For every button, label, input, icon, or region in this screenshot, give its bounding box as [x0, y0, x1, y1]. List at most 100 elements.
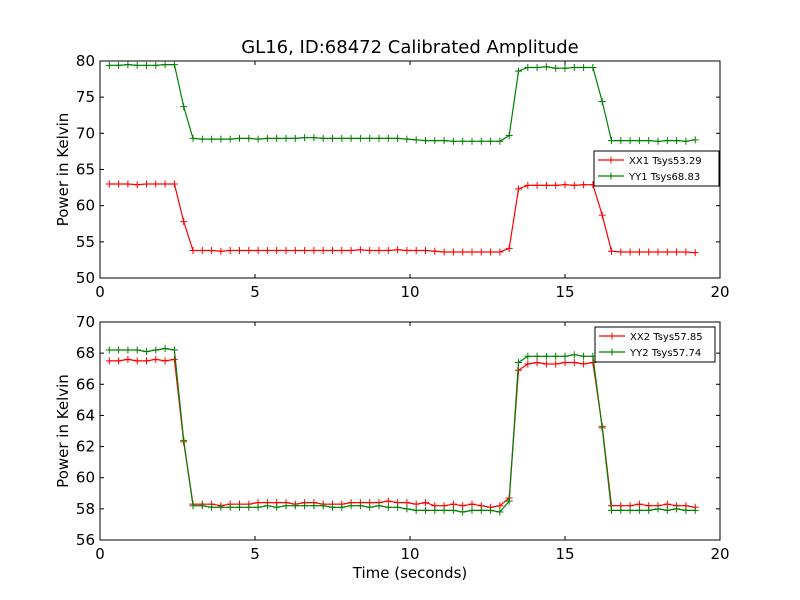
legend-box: [594, 326, 716, 363]
data-point: [580, 181, 588, 189]
data-point: [440, 506, 448, 514]
data-point: [533, 181, 541, 189]
data-point: [505, 244, 513, 252]
data-point: [654, 137, 662, 145]
data-point: [691, 136, 699, 144]
data-point: [440, 137, 448, 145]
data-point: [366, 134, 374, 142]
data-point: [208, 503, 216, 511]
data-point: [449, 500, 457, 508]
data-point: [124, 346, 132, 354]
data-point: [412, 506, 420, 514]
data-point: [338, 247, 346, 255]
y-tick-label: 64: [76, 406, 95, 424]
data-point: [347, 134, 355, 142]
data-point: [375, 134, 383, 142]
y-tick-label: 68: [76, 344, 95, 362]
data-point: [691, 506, 699, 514]
data-point: [338, 134, 346, 142]
data-point: [310, 247, 318, 255]
series-line-yy2: [109, 347, 696, 513]
data-point: [124, 180, 132, 188]
x-tick-label: 20: [710, 545, 729, 563]
data-point: [524, 181, 532, 189]
data-point: [189, 247, 197, 255]
data-point: [524, 64, 532, 72]
top-plot: 0 5 10 15 20 50 55 60 65 70 75 80 Power in Kelvin XX1…: [54, 52, 730, 301]
data-point: [496, 508, 504, 516]
data-point: [329, 503, 336, 511]
data-point: [496, 502, 504, 510]
data-point: [375, 247, 383, 255]
data-point: [580, 360, 588, 368]
data-point: [542, 352, 550, 360]
x-tick-label: 20: [710, 283, 729, 301]
data-point: [291, 134, 299, 142]
y-tick-label: 55: [76, 233, 95, 251]
data-point: [217, 135, 225, 143]
data-point: [598, 211, 606, 219]
legend-box: [593, 150, 720, 187]
data-point: [561, 352, 569, 360]
x-tick-label: 15: [555, 283, 574, 301]
y-axis-label: Power in Kelvin: [54, 113, 72, 227]
data-point: [105, 346, 113, 354]
data-point: [384, 503, 392, 511]
data-point: [198, 135, 206, 143]
y-tick-label: 70: [76, 313, 95, 331]
data-point: [208, 135, 216, 143]
data-point: [356, 246, 364, 254]
data-point: [542, 63, 550, 71]
data-point: [161, 357, 169, 365]
data-point: [459, 248, 467, 256]
data-point: [263, 502, 271, 510]
data-point: [133, 357, 141, 365]
legend: XX2 Tsys57.85 YY2 Tsys57.74: [594, 326, 716, 363]
data-point: [226, 135, 234, 143]
y-tick-label: 60: [76, 469, 95, 487]
data-point: [552, 352, 560, 360]
data-point: [273, 503, 281, 511]
legend-label: XX1 Tsys53.29: [629, 156, 702, 167]
data-point: [449, 248, 457, 256]
data-point: [617, 248, 625, 256]
data-point: [598, 98, 606, 106]
data-point: [477, 137, 485, 145]
data-point: [552, 360, 560, 368]
data-point: [626, 137, 634, 145]
data-point: [217, 503, 225, 511]
data-point: [115, 61, 123, 69]
data-point: [254, 247, 262, 255]
data-point: [133, 346, 141, 354]
data-point: [570, 181, 578, 189]
legend-marker: [607, 156, 615, 164]
data-point: [412, 500, 420, 508]
data-point: [105, 61, 113, 69]
data-point: [124, 355, 132, 363]
legend-marker: [608, 348, 616, 356]
data-point: [217, 247, 225, 255]
data-point: [431, 506, 439, 514]
x-tick-label: 5: [250, 283, 260, 301]
data-point: [124, 61, 132, 69]
x-tick-label: 10: [400, 545, 419, 563]
data-point: [152, 355, 160, 363]
data-point: [468, 248, 476, 256]
data-point: [626, 248, 634, 256]
data-point: [152, 346, 160, 354]
data-point: [133, 61, 141, 69]
data-point: [533, 64, 541, 72]
data-point: [170, 61, 178, 69]
data-point: [152, 180, 160, 188]
data-point: [198, 247, 206, 255]
data-point: [366, 503, 374, 511]
data-point: [198, 502, 206, 510]
x-tick-label: 0: [95, 283, 105, 301]
data-point: [673, 248, 681, 256]
data-point: [356, 134, 364, 142]
data-point: [115, 357, 123, 365]
data-point: [384, 497, 392, 505]
x-tick-label: 15: [555, 545, 574, 563]
data-point: [608, 137, 615, 145]
data-point: [115, 180, 123, 188]
